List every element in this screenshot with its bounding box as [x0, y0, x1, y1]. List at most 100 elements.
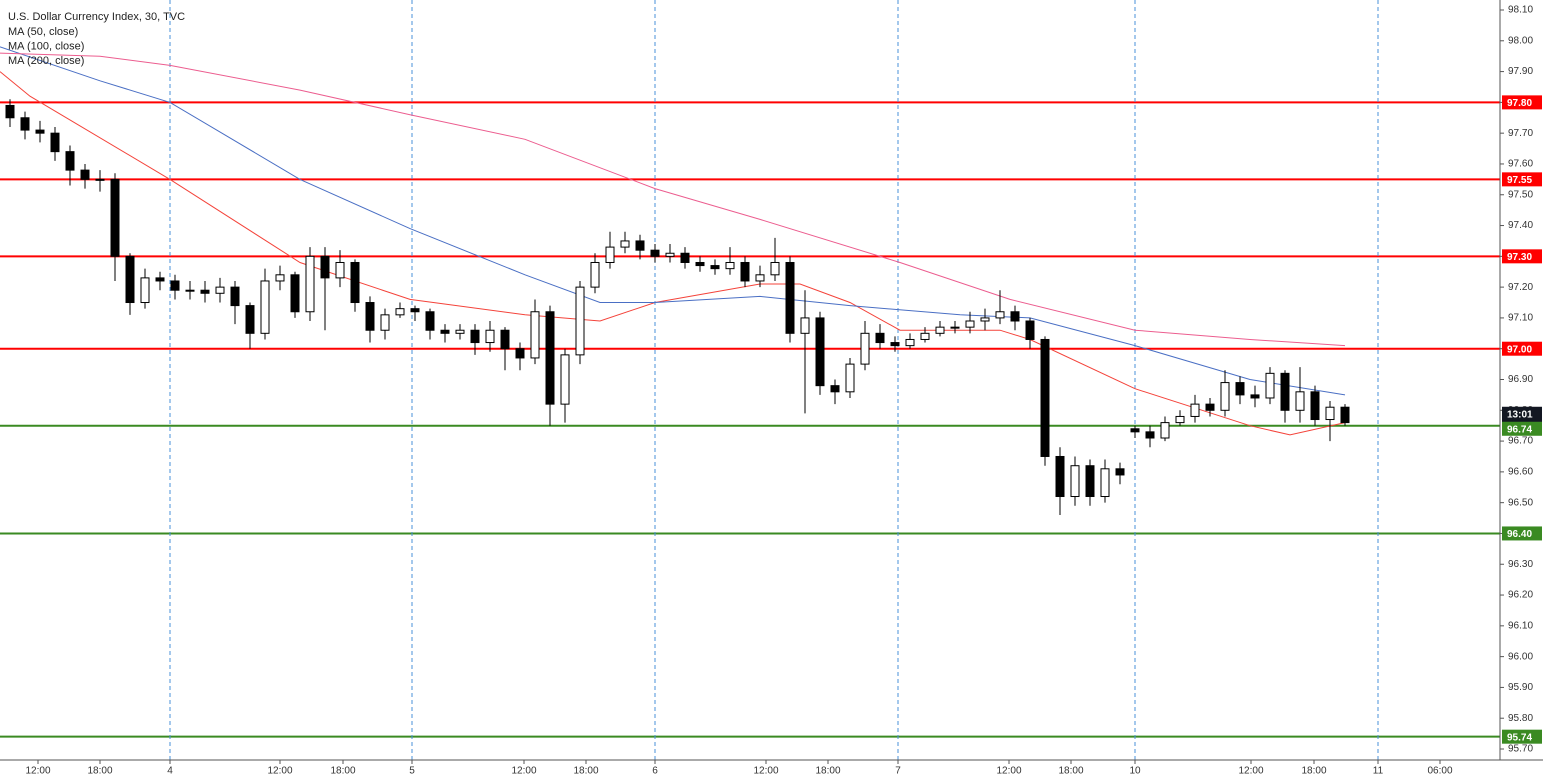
candle-body [1160, 422, 1170, 439]
candle-body [260, 280, 270, 334]
candle-body [1085, 465, 1095, 498]
y-tick-label: 96.90 [1508, 374, 1533, 385]
candle-body [110, 178, 120, 257]
candle-body [605, 246, 615, 263]
candle-body [1130, 428, 1140, 433]
candle-body [710, 265, 720, 270]
candle-body [1190, 403, 1200, 417]
candle-body [845, 363, 855, 393]
x-tick-label: 5 [409, 766, 415, 777]
level-tag [1502, 95, 1542, 110]
candle-body [290, 274, 300, 313]
level-tag [1502, 729, 1542, 744]
candle-body [1220, 382, 1230, 411]
candle-body [20, 117, 30, 131]
chart-title: U.S. Dollar Currency Index, 30, TVC [8, 11, 185, 23]
candle-body [620, 240, 630, 248]
x-tick-label: 12:00 [511, 766, 536, 777]
candle-body [1040, 338, 1050, 457]
candle-body [185, 289, 195, 292]
candle-body [695, 261, 705, 267]
candle-body [740, 261, 750, 282]
candle-body [725, 261, 735, 270]
x-tick-label: 12:00 [25, 766, 50, 777]
level-tag-label: 95.74 [1507, 732, 1532, 743]
candle-body [380, 314, 390, 331]
x-tick-label: 11 [1373, 766, 1384, 777]
candle-body [1025, 320, 1035, 340]
candle-body [920, 332, 930, 340]
candle-body [95, 178, 105, 181]
ma-line [0, 71, 1346, 436]
x-tick-label: 18:00 [87, 766, 112, 777]
level-tag [1502, 526, 1542, 541]
x-tick-label: 10 [1129, 766, 1141, 777]
countdown-label: 13:01 [1507, 409, 1533, 420]
candle-body [1145, 431, 1155, 439]
candle-body [800, 317, 810, 334]
candle-body [1310, 391, 1320, 421]
candle-body [455, 329, 465, 334]
x-tick-label: 4 [167, 766, 173, 777]
candle-body [755, 274, 765, 282]
y-tick-label: 98.00 [1508, 35, 1533, 46]
y-tick-label: 98.10 [1508, 5, 1533, 16]
candle-body [1100, 468, 1110, 498]
candle-body [980, 317, 990, 322]
candle-body [1115, 468, 1125, 476]
x-tick-label: 12:00 [1238, 766, 1263, 777]
level-tag [1502, 249, 1542, 264]
y-tick-label: 96.50 [1508, 497, 1533, 508]
candle-body [50, 132, 60, 153]
level-tag-label: 97.55 [1507, 175, 1532, 186]
level-tag-label: 97.00 [1507, 344, 1532, 355]
legend-entry: MA (100, close) [8, 40, 84, 52]
candle-body [410, 308, 420, 313]
candle-body [140, 277, 150, 304]
candle-body [365, 302, 375, 331]
candle-body [875, 332, 885, 344]
candle-body [590, 261, 600, 288]
y-tick-label: 97.90 [1508, 66, 1533, 77]
candle-body [155, 277, 165, 282]
level-tag-label: 97.80 [1507, 98, 1532, 109]
candle-body [350, 261, 360, 304]
candle-body [1010, 311, 1020, 322]
candle-body [395, 308, 405, 316]
candle-body [1235, 382, 1245, 396]
candle-body [500, 329, 510, 350]
candle-body [35, 129, 45, 134]
candle-body [305, 255, 315, 313]
candle-body [215, 286, 225, 294]
candle-body [425, 311, 435, 331]
candle-body [635, 240, 645, 251]
candle-body [1055, 455, 1065, 498]
candle-body [815, 317, 825, 387]
x-tick-label: 18:00 [330, 766, 355, 777]
legend-entry: MA (200, close) [8, 55, 84, 67]
x-tick-label: 18:00 [1058, 766, 1083, 777]
day-separators [169, 0, 1379, 760]
candle-body [80, 169, 90, 180]
x-tick-label: 18:00 [815, 766, 840, 777]
candle-body [680, 252, 690, 263]
candle-body [5, 104, 15, 119]
candle-body [530, 311, 540, 359]
ma-line [0, 46, 1346, 396]
candle-body [965, 320, 975, 328]
y-tick-label: 96.00 [1508, 651, 1533, 662]
y-tick-label: 97.50 [1508, 189, 1533, 200]
countdown-tag [1502, 406, 1542, 421]
x-tick-label: 12:00 [753, 766, 778, 777]
y-tick-label: 96.10 [1508, 620, 1533, 631]
y-tick-label: 96.30 [1508, 559, 1533, 570]
x-tick-label: 12:00 [996, 766, 1021, 777]
y-tick-label: 95.80 [1508, 713, 1533, 724]
candle-body [770, 261, 780, 276]
candle-body [950, 326, 960, 329]
candle-body [275, 274, 285, 282]
y-tick-label: 95.70 [1508, 744, 1533, 755]
candle-body [1070, 465, 1080, 498]
candle-body [1280, 372, 1290, 411]
